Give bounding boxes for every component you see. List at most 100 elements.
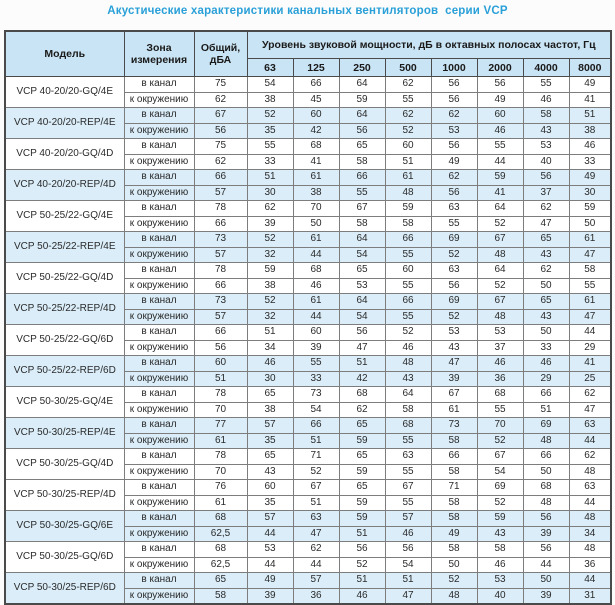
total-cell: 65	[193, 572, 248, 589]
zone-cell: в канал	[123, 572, 195, 589]
value-cell: 48	[476, 308, 524, 325]
zone-cell: в канал	[123, 262, 195, 279]
zone-cell: к окружению	[123, 153, 195, 170]
value-cell: 64	[476, 262, 524, 279]
table-row: VCP 40-20/20-GQ/4E в канал 75 54 66 64 62 56 56 5…	[4, 76, 612, 108]
value-cell: 41	[476, 184, 524, 201]
value-cell: 52	[476, 215, 524, 232]
value-cell: 41	[292, 153, 340, 170]
total-cell: 78	[193, 262, 248, 279]
value-cell: 67	[476, 448, 524, 465]
zone-cell: в канал	[123, 293, 195, 310]
zone-cell: в канал	[123, 510, 195, 527]
value-cell: 68	[292, 262, 340, 279]
zone-cell: в канал	[123, 417, 195, 434]
total-cell: 62	[193, 91, 248, 108]
value-cell: 55	[384, 432, 432, 449]
value-cell: 71	[430, 479, 478, 496]
value-cell: 40	[522, 153, 570, 170]
value-cell: 30	[568, 184, 612, 201]
total-cell: 67	[193, 107, 248, 124]
value-cell: 44	[246, 556, 294, 573]
value-cell: 39	[522, 525, 570, 542]
total-cell: 62,5	[193, 525, 248, 542]
header-model: Модель	[4, 30, 125, 77]
value-cell: 51	[338, 355, 386, 372]
table-row: VCP 50-25/22-GQ/6D в канал 66 51 60 56 52 53 53 5…	[4, 324, 612, 356]
model-cell: VCP 50-30/25-REP/4D	[4, 479, 125, 511]
value-cell: 58	[430, 463, 478, 480]
model-cell: VCP 40-20/20-REP/4D	[4, 169, 125, 201]
value-cell: 64	[476, 200, 524, 217]
value-cell: 29	[568, 339, 612, 356]
value-cell: 43	[522, 308, 570, 325]
value-cell: 65	[246, 448, 294, 465]
zone-cell: в канал	[123, 200, 195, 217]
header-freq-63: 63	[246, 58, 294, 77]
model-cell: VCP 50-25/22-REP/4D	[4, 293, 125, 325]
table-row: VCP 50-25/22-REP/4D в канал 73 52 61 64 66 69 67…	[4, 293, 612, 325]
total-cell: 73	[193, 231, 248, 248]
total-cell: 60	[193, 355, 248, 372]
table-row: VCP 50-25/22-GQ/4D в канал 78 59 68 65 60 63 64 6…	[4, 262, 612, 294]
zone-cell: в канал	[123, 324, 195, 341]
zone-cell: к окружению	[123, 525, 195, 542]
header-zone: Зона измерения	[123, 30, 195, 77]
value-cell: 55	[384, 308, 432, 325]
model-cell: VCP 50-25/22-REP/4E	[4, 231, 125, 263]
value-cell: 43	[246, 463, 294, 480]
value-cell: 61	[430, 401, 478, 418]
value-cell: 47	[384, 587, 432, 605]
value-cell: 62	[246, 200, 294, 217]
value-cell: 44	[292, 308, 340, 325]
value-cell: 61	[292, 293, 340, 310]
value-cell: 58	[430, 510, 478, 527]
value-cell: 51	[246, 169, 294, 186]
value-cell: 62	[522, 200, 570, 217]
value-cell: 59	[338, 463, 386, 480]
value-cell: 59	[338, 510, 386, 527]
header-freq-8000: 8000	[568, 58, 612, 77]
value-cell: 56	[430, 138, 478, 155]
zone-cell: к окружению	[123, 215, 195, 232]
zone-cell: в канал	[123, 169, 195, 186]
value-cell: 46	[384, 339, 432, 356]
table-header: Модель Зона измерения Общий, дБА Уровень…	[4, 30, 612, 77]
value-cell: 51	[292, 432, 340, 449]
value-cell: 56	[430, 184, 478, 201]
value-cell: 39	[522, 587, 570, 605]
value-cell: 46	[338, 587, 386, 605]
model-cell: VCP 50-25/22-REP/6D	[4, 355, 125, 387]
table-row: VCP 40-20/20-REP/4E в канал 67 52 60 64 62 62 60…	[4, 107, 612, 139]
value-cell: 62	[568, 386, 612, 403]
value-cell: 46	[476, 355, 524, 372]
value-cell: 30	[246, 184, 294, 201]
value-cell: 46	[568, 138, 612, 155]
value-cell: 48	[568, 510, 612, 527]
value-cell: 60	[384, 262, 432, 279]
value-cell: 62	[338, 401, 386, 418]
value-cell: 67	[476, 231, 524, 248]
value-cell: 48	[430, 587, 478, 605]
value-cell: 55	[246, 138, 294, 155]
table-row: VCP 50-30/25-GQ/4D в канал 78 65 71 65 63 66 67 6…	[4, 448, 612, 480]
value-cell: 53	[476, 324, 524, 341]
value-cell: 60	[292, 107, 340, 124]
value-cell: 37	[476, 339, 524, 356]
value-cell: 59	[246, 262, 294, 279]
page-title: Акустические характеристики канальных ве…	[107, 5, 508, 17]
value-cell: 38	[246, 401, 294, 418]
value-cell: 50	[430, 556, 478, 573]
zone-cell: в канал	[123, 76, 195, 93]
value-cell: 51	[246, 324, 294, 341]
value-cell: 69	[430, 231, 478, 248]
value-cell: 44	[292, 246, 340, 263]
value-cell: 53	[246, 541, 294, 558]
value-cell: 62	[292, 541, 340, 558]
total-cell: 70	[193, 401, 248, 418]
total-cell: 66	[193, 215, 248, 232]
total-cell: 78	[193, 386, 248, 403]
value-cell: 52	[246, 231, 294, 248]
value-cell: 46	[522, 91, 570, 108]
value-cell: 46	[522, 355, 570, 372]
